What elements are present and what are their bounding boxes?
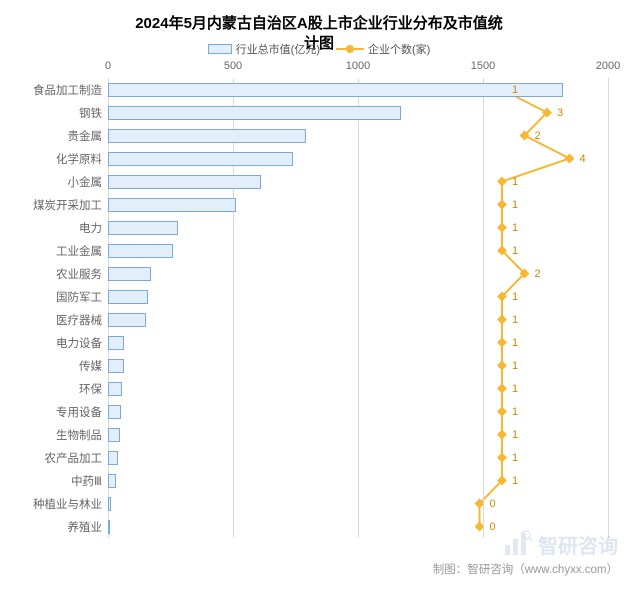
bar xyxy=(108,198,236,212)
bar xyxy=(108,520,110,534)
y-category-label: 环保 xyxy=(79,381,108,397)
y-category-label: 电力设备 xyxy=(56,335,108,351)
y-category-label: 养殖业 xyxy=(68,519,109,535)
bar xyxy=(108,428,120,442)
bar xyxy=(108,290,148,304)
bar xyxy=(108,221,178,235)
count-label: 0 xyxy=(490,521,496,533)
count-label: 1 xyxy=(512,383,518,395)
count-marker xyxy=(497,315,507,325)
bar xyxy=(108,313,146,327)
bar xyxy=(108,382,122,396)
gridline xyxy=(358,78,359,538)
count-marker xyxy=(497,430,507,440)
bar xyxy=(108,152,293,166)
count-marker xyxy=(497,223,507,233)
chart-container: 2024年5月内蒙古自治区A股上市企业行业分布及市值统 计图 行业总市值(亿元)… xyxy=(0,0,638,595)
y-category-label: 传媒 xyxy=(79,358,108,374)
count-marker xyxy=(497,407,507,417)
legend-swatch-line xyxy=(336,45,364,53)
y-category-label: 电力 xyxy=(79,220,108,236)
count-marker xyxy=(565,154,575,164)
count-label: 1 xyxy=(512,475,518,487)
y-category-label: 生物制品 xyxy=(56,427,108,443)
count-marker xyxy=(497,200,507,210)
x-tick-label: 0 xyxy=(105,60,111,72)
count-label: 1 xyxy=(512,222,518,234)
bar xyxy=(108,474,116,488)
legend-swatch-bar xyxy=(208,44,232,54)
gridline xyxy=(233,78,234,538)
y-category-label: 贵金属 xyxy=(68,128,109,144)
count-marker xyxy=(497,361,507,371)
gridline xyxy=(108,78,109,538)
x-tick-label: 1000 xyxy=(346,60,370,72)
count-label: 1 xyxy=(512,176,518,188)
count-marker xyxy=(497,384,507,394)
watermark-icon xyxy=(502,529,532,559)
count-label: 4 xyxy=(580,153,586,165)
count-label: 1 xyxy=(512,245,518,257)
y-category-label: 小金属 xyxy=(68,174,109,190)
y-category-label: 农业服务 xyxy=(56,266,108,282)
y-category-label: 中药Ⅲ xyxy=(71,473,108,489)
y-category-label: 化学原料 xyxy=(56,151,108,167)
gridline xyxy=(483,78,484,538)
count-label: 3 xyxy=(557,107,563,119)
x-tick-label: 1500 xyxy=(471,60,495,72)
x-tick-label: 2000 xyxy=(596,60,620,72)
bar xyxy=(108,83,563,97)
count-label: 1 xyxy=(512,406,518,418)
count-label: 1 xyxy=(512,199,518,211)
bar xyxy=(108,175,261,189)
legend-item-market-value: 行业总市值(亿元) xyxy=(208,41,320,57)
legend-label-market-value: 行业总市值(亿元) xyxy=(236,41,320,57)
y-category-label: 钢铁 xyxy=(79,105,108,121)
count-label: 1 xyxy=(512,360,518,372)
gridline xyxy=(608,78,609,538)
bar xyxy=(108,359,124,373)
y-category-label: 食品加工制造 xyxy=(33,82,108,98)
count-marker xyxy=(497,338,507,348)
legend-item-count: 企业个数(家) xyxy=(336,41,430,57)
count-label: 1 xyxy=(512,429,518,441)
count-label: 1 xyxy=(512,314,518,326)
y-category-label: 煤炭开采加工 xyxy=(33,197,108,213)
count-label: 1 xyxy=(512,84,518,96)
chart-title-line1: 2024年5月内蒙古自治区A股上市企业行业分布及市值统 xyxy=(10,14,628,34)
bar xyxy=(108,106,401,120)
footer-attribution: 制图：智研咨询（www.chyxx.com） xyxy=(433,561,618,577)
count-label: 2 xyxy=(535,268,541,280)
watermark: 智研咨询 xyxy=(502,529,618,559)
bar xyxy=(108,405,121,419)
y-category-label: 种植业与林业 xyxy=(33,496,108,512)
legend-label-count: 企业个数(家) xyxy=(368,41,430,57)
bar xyxy=(108,451,118,465)
y-category-label: 工业金属 xyxy=(56,243,108,259)
count-label: 1 xyxy=(512,452,518,464)
legend: 行业总市值(亿元) 企业个数(家) xyxy=(10,41,628,57)
count-marker xyxy=(497,177,507,187)
y-category-label: 医疗器械 xyxy=(56,312,108,328)
count-label: 1 xyxy=(512,337,518,349)
count-marker xyxy=(497,453,507,463)
y-category-label: 国防军工 xyxy=(56,289,108,305)
bar xyxy=(108,244,173,258)
bar xyxy=(108,129,306,143)
count-label: 0 xyxy=(490,498,496,510)
count-label: 2 xyxy=(535,130,541,142)
y-category-label: 专用设备 xyxy=(56,404,108,420)
y-category-label: 农产品加工 xyxy=(45,450,109,466)
plot-area: 0500100015002000食品加工制造1钢铁3贵金属2化学原料4小金属1煤… xyxy=(108,78,608,538)
bar xyxy=(108,336,124,350)
x-tick-label: 500 xyxy=(224,60,242,72)
bar xyxy=(108,267,151,281)
count-label: 1 xyxy=(512,291,518,303)
watermark-text: 智研咨询 xyxy=(538,530,618,559)
bar xyxy=(108,497,111,511)
